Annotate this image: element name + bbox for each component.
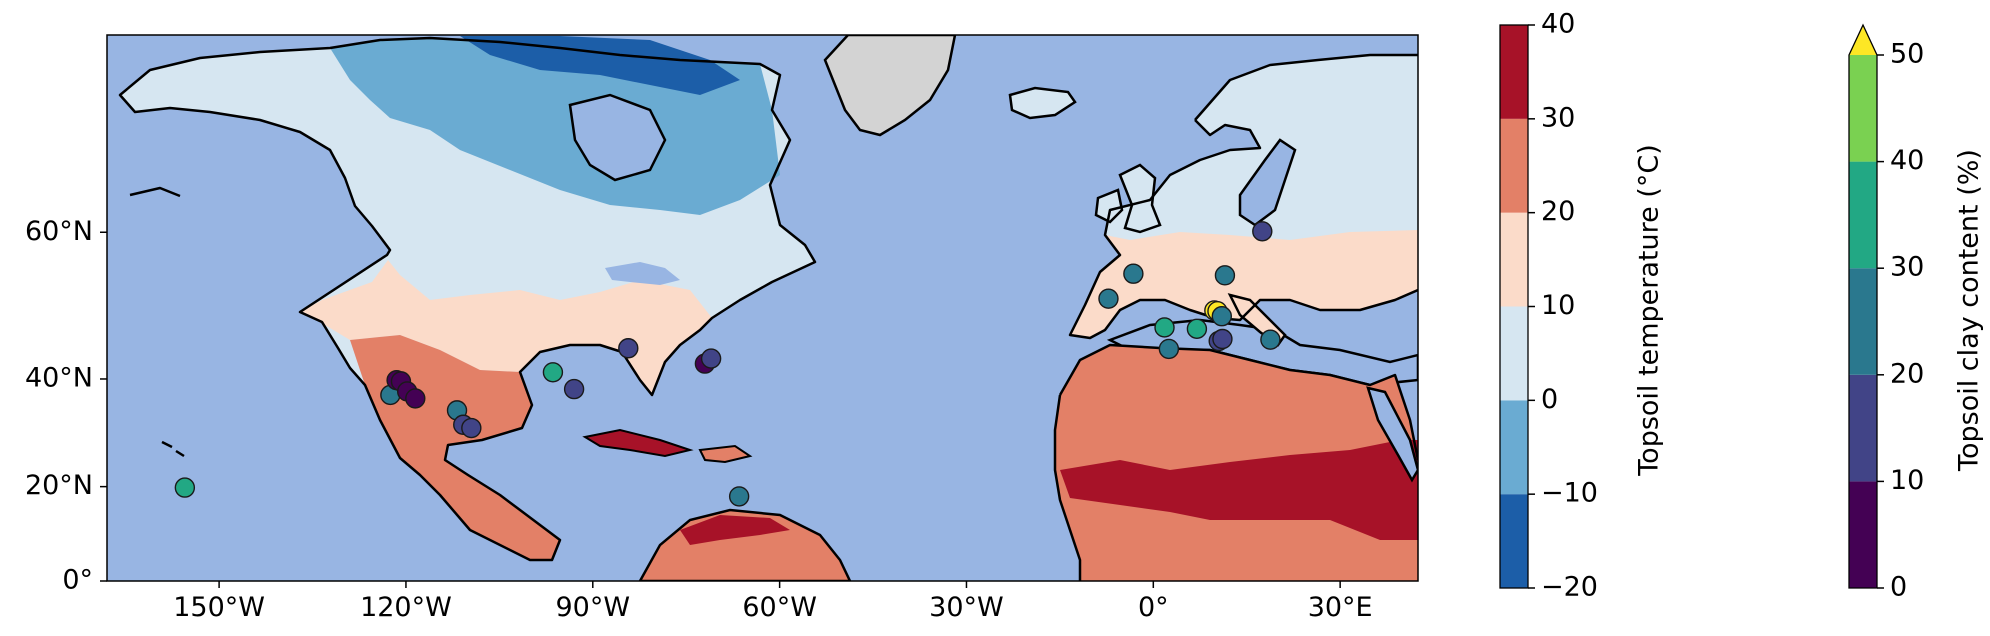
hudson-bay [568,93,667,182]
x-tick-label: 150°W [173,592,265,623]
map-frame [106,34,1419,582]
site-marker [1211,306,1233,327]
clay-tick-label: 50 [1890,39,1924,70]
clay-colorbar-label: Topsoil clay content (%) [1954,149,1985,472]
site-marker [1158,338,1180,360]
site-marker [461,417,482,439]
map-panel: 150°W 120°W 90°W 60°W 30°W 0° 30°E 60°N 40°N 20°… [25,34,1419,623]
temperature-colorbar: 40 30 20 10 0 −10 −20 Topsoil temperature (°C) [1499,9,1665,603]
site-marker [1123,263,1144,284]
site-marker [542,362,564,383]
coastlines [118,36,1418,581]
sahel-hot [1060,440,1418,540]
y-tick-label: 60°N [25,216,93,247]
site-marker [1098,288,1119,309]
temperature-tick-label: 40 [1541,9,1575,40]
site-markers [174,221,1281,507]
clay-band [1849,268,1877,375]
x-tick-label: 0° [1138,592,1169,623]
temperature-tick-label: 20 [1541,196,1575,227]
temperature-band [1500,494,1528,588]
site-marker [563,378,585,400]
x-tick-label: 60°W [742,592,817,623]
clay-colorbar-frame [1848,23,1878,589]
europe-warm [1070,230,1418,338]
clay-tick-label: 0 [1890,572,1907,603]
clay-band [1849,161,1877,269]
temperature-band [1500,400,1528,495]
clay-tick-label: 20 [1890,358,1924,389]
temperature-tick-label: −10 [1541,478,1598,509]
x-axis: 150°W 120°W 90°W 60°W 30°W 0° 30°E [173,581,1373,623]
x-tick-label: 30°W [929,592,1004,623]
sa-hot [680,515,790,545]
temperature-band [1500,118,1528,213]
y-tick-label: 20°N [25,470,93,501]
x-tick-label: 120°W [360,592,452,623]
clay-band [1849,481,1877,588]
site-marker [1214,265,1236,286]
site-marker [618,338,639,359]
y-tick-label: 0° [62,565,93,596]
clay-extend-triangle [1849,25,1877,55]
y-tick-label: 40°N [25,362,93,393]
site-marker [1260,329,1281,350]
temperature-tick-label: −20 [1541,572,1598,603]
greenland [823,35,957,137]
temperature-band [1500,306,1528,401]
hispaniola [698,444,753,464]
site-marker [728,486,750,507]
cuba [582,428,694,458]
x-tick-label: 30°E [1308,592,1373,623]
clay-band [1849,374,1877,482]
na-warm-us [300,260,712,395]
x-tick-label: 90°W [556,592,631,623]
site-marker [1252,221,1273,242]
site-marker [700,348,722,369]
temperature-tick-label: 30 [1541,102,1575,133]
site-marker [1186,318,1208,340]
site-marker [1154,317,1175,338]
temperature-tick-label: 10 [1541,290,1575,321]
na-very-cold-arctic [460,36,740,95]
clay-tick-label: 10 [1890,465,1924,496]
temperature-tick-label: 0 [1541,384,1558,415]
temperature-colorbar-label: Topsoil temperature (°C) [1634,144,1665,476]
y-axis: 60°N 40°N 20°N 0° [25,216,107,596]
britain [1118,163,1162,234]
site-marker [174,477,196,498]
red-sea [1366,386,1418,483]
ireland [1094,188,1124,224]
clay-tick-label: 30 [1890,252,1924,283]
great-lakes [605,262,680,285]
iceland [1008,86,1077,120]
temperature-band [1500,25,1528,119]
clay-colorbar: 50 40 30 20 10 0 Topsoil clay content (%) [1848,23,1985,603]
clay-band [1849,55,1877,162]
site-marker [405,388,426,409]
temperature-band [1500,212,1528,307]
baltic-sea [1238,138,1297,227]
clay-tick-label: 40 [1890,145,1924,176]
site-marker [1212,328,1233,350]
